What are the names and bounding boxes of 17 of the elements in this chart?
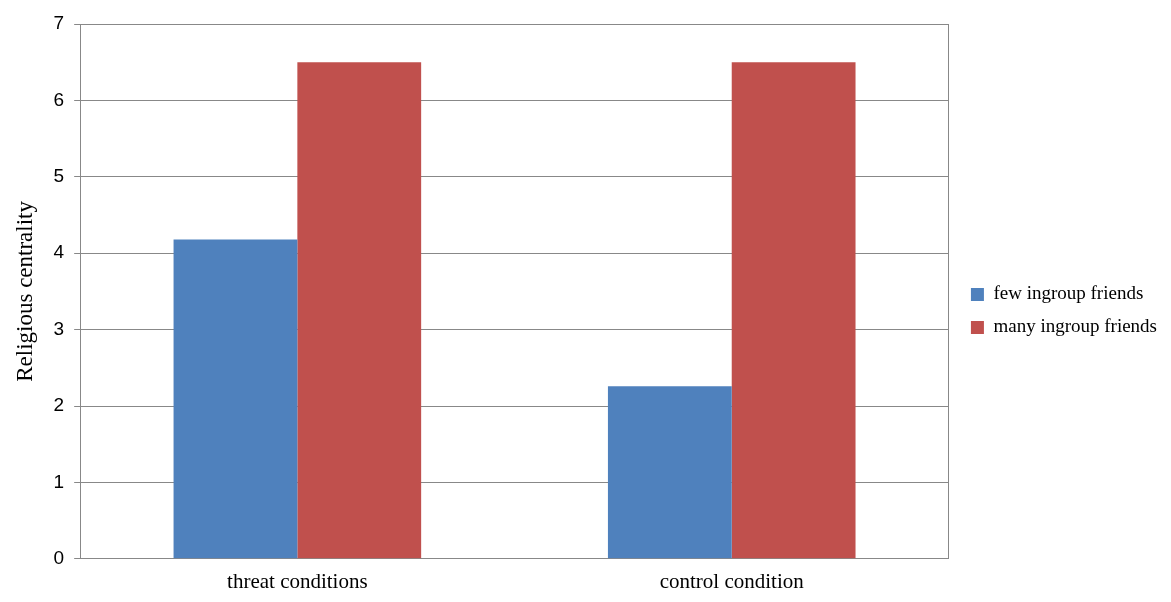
y-tick-label: 2 xyxy=(53,394,65,416)
y-axis-title: Religious centrality xyxy=(11,200,37,382)
y-tick-label: 4 xyxy=(53,241,65,263)
y-tick-label: 5 xyxy=(53,165,65,187)
legend-label: many ingroup friends xyxy=(993,315,1157,337)
bar xyxy=(297,62,422,559)
bar xyxy=(731,62,856,559)
bar xyxy=(173,239,298,559)
bar xyxy=(607,386,732,559)
y-tick-label: 6 xyxy=(53,88,65,110)
y-tick-label: 0 xyxy=(53,547,65,569)
y-tick-label: 3 xyxy=(53,317,65,339)
y-tick-label: 7 xyxy=(53,12,65,34)
x-tick-label: threat conditions xyxy=(227,568,368,593)
legend-label: few ingroup friends xyxy=(993,282,1144,304)
y-tick-label: 1 xyxy=(53,470,65,492)
x-tick-label: control condition xyxy=(659,568,805,593)
